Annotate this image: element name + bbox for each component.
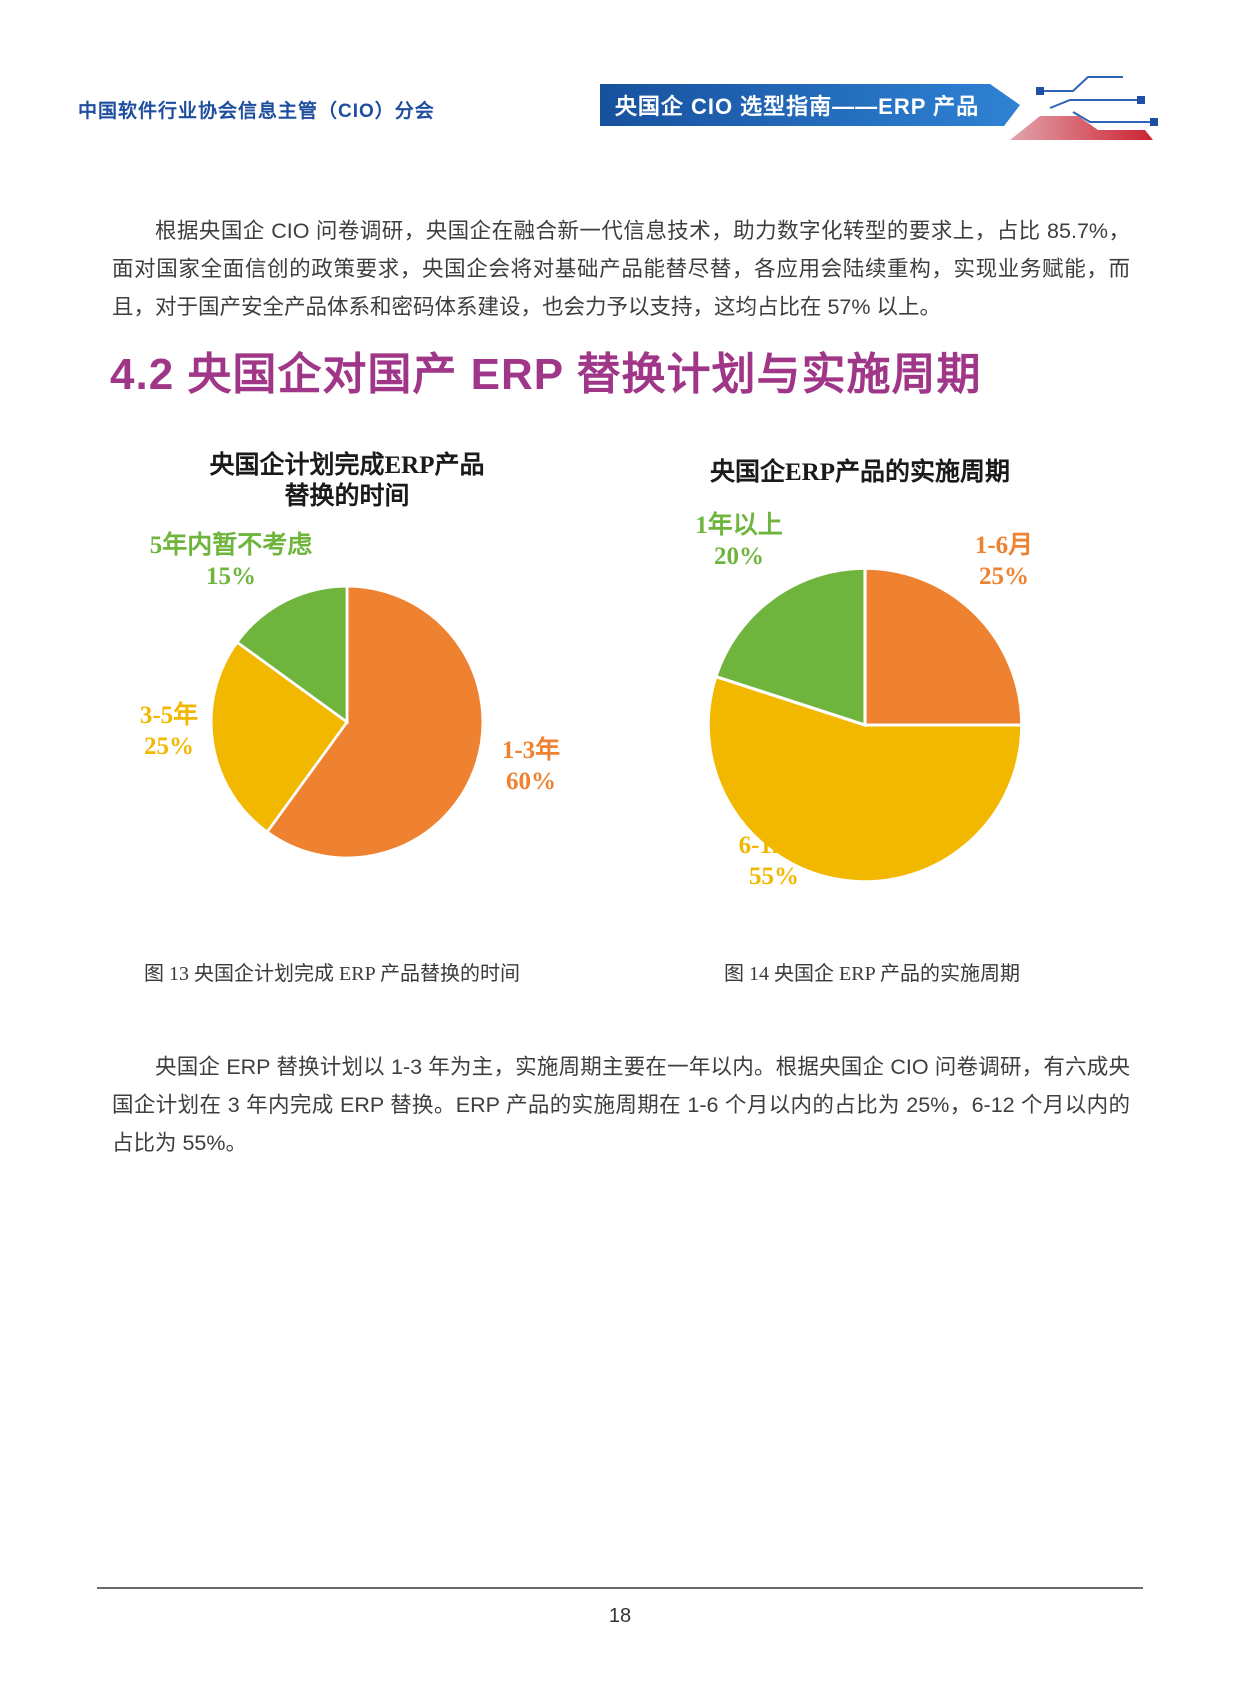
circuit-nodes xyxy=(1036,87,1158,126)
pie-slice xyxy=(863,566,1024,727)
pie-slice xyxy=(235,584,349,725)
slice-label-over-1y: 1年以上 20% xyxy=(695,512,783,570)
pie-slice xyxy=(713,566,867,728)
header-banner: 央国企 CIO 选型指南——ERP 产品 xyxy=(600,84,1020,126)
footer-divider xyxy=(97,1587,1143,1589)
pie-chart-implementation-cycle xyxy=(706,566,1024,884)
charts-row: 央国企计划完成ERP产品 替换的时间 5年内暂不考虑 15% 3-5年 25% … xyxy=(110,445,1140,1005)
slice-label-1-6m: 1-6月 25% xyxy=(974,532,1034,590)
pie-slice xyxy=(209,640,349,834)
intro-paragraph: 根据央国企 CIO 问卷调研，央国企在融合新一代信息技术，助力数字化转型的要求上… xyxy=(112,219,1130,319)
circuit-decoration xyxy=(1010,76,1158,140)
page-number: 18 xyxy=(608,1605,632,1627)
slice-label-6-12m: 6-12月 55% xyxy=(738,832,810,890)
slice-label-1-3y: 1-3年 60% xyxy=(501,737,561,795)
section-title: 4.2 央国企对国产 ERP 替换计划与实施周期 xyxy=(110,350,982,399)
slice-label-5y-none: 5年内暂不考虑 15% xyxy=(149,532,313,590)
red-ramp-shape xyxy=(1010,116,1153,140)
figure-14-caption: 图 14 央国企 ERP 产品的实施周期 xyxy=(724,963,1020,985)
pie-slice xyxy=(706,674,1024,884)
left-chart-title: 央国企计划完成ERP产品 替换的时间 xyxy=(209,452,485,510)
header-organization: 中国软件行业协会信息主管（CIO）分会 xyxy=(78,101,435,122)
pie-slice xyxy=(265,584,485,860)
slice-label-3-5y: 3-5年 25% xyxy=(139,702,199,760)
figure-13-caption: 图 13 央国企计划完成 ERP 产品替换的时间 xyxy=(144,963,520,985)
pie-chart-replacement-time xyxy=(209,584,485,860)
circuit-lines xyxy=(1043,76,1150,123)
header-banner-title: 央国企 CIO 选型指南——ERP 产品 xyxy=(614,94,980,119)
right-chart-title: 央国企ERP产品的实施周期 xyxy=(709,459,1010,486)
closing-paragraph: 央国企 ERP 替换计划以 1-3 年为主，实施周期主要在一年以内。根据央国企 … xyxy=(112,1055,1130,1155)
